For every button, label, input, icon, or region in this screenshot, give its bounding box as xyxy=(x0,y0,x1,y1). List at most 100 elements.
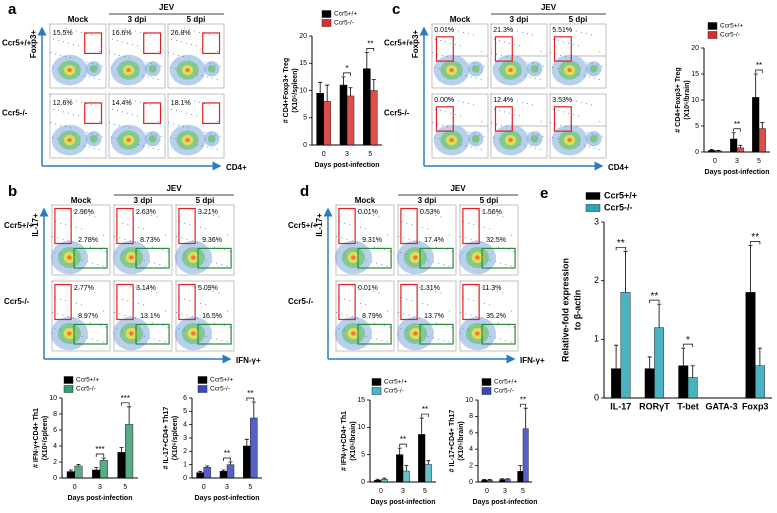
y-axis-label: # CD4+Foxp3+ Treg xyxy=(283,58,290,123)
flow-dot xyxy=(73,286,75,288)
flow-dot xyxy=(178,252,180,254)
flow-dot xyxy=(178,124,180,126)
row-label: Ccr5+/+ xyxy=(2,38,32,47)
flow-dot xyxy=(60,124,62,126)
x-tick-label: 0 xyxy=(322,151,326,158)
flow-density xyxy=(167,93,221,156)
flow-dot xyxy=(108,23,110,25)
flow-dot xyxy=(398,236,400,237)
flow-x-axis-label: CD4+ xyxy=(608,163,629,172)
flow-cloud xyxy=(471,134,480,143)
flow-cloud xyxy=(508,68,513,72)
flow-dot xyxy=(460,74,462,76)
flow-dot xyxy=(508,42,510,44)
flow-dot xyxy=(365,228,367,230)
flow-dot xyxy=(480,149,482,151)
flow-dot xyxy=(408,314,410,316)
x-tick-label: 3 xyxy=(225,484,229,491)
flow-dot xyxy=(127,300,129,302)
flow-cloud xyxy=(589,134,598,143)
flow-dot xyxy=(50,52,52,54)
flow-dot xyxy=(349,300,351,302)
flow-dot xyxy=(472,104,474,106)
flow-dot xyxy=(81,259,83,261)
gate xyxy=(135,323,170,345)
gate xyxy=(197,247,232,269)
bar xyxy=(250,417,258,479)
flow-dot xyxy=(109,52,111,54)
flow-dot xyxy=(494,261,496,263)
flow-dot xyxy=(216,149,218,151)
bar xyxy=(380,479,388,483)
flow-dot xyxy=(175,40,177,42)
flow-dot xyxy=(99,121,101,123)
gate-percent: 5.09% xyxy=(198,285,218,292)
flow-dot xyxy=(481,286,483,288)
bar xyxy=(499,479,506,483)
x-tick-label: 5 xyxy=(368,151,372,158)
flow-dot xyxy=(103,310,105,312)
flow-dot xyxy=(78,288,80,290)
panel-label: d xyxy=(300,183,309,200)
flow-dot xyxy=(139,31,141,33)
legend-swatch xyxy=(63,376,74,384)
flow-dot xyxy=(121,329,123,331)
flow-dot xyxy=(575,30,577,32)
flow-dot xyxy=(514,43,516,45)
y-tick-label: 1 xyxy=(594,334,599,344)
flow-dot xyxy=(137,45,139,47)
flow-dot xyxy=(178,54,180,56)
flow-dot xyxy=(89,322,91,324)
flow-dot xyxy=(49,23,51,25)
flow-dot xyxy=(178,328,180,330)
flow-dot xyxy=(75,302,77,304)
flow-dot xyxy=(142,75,144,77)
flow-cloud xyxy=(89,64,98,73)
flow-dot xyxy=(159,340,161,341)
flow-dot xyxy=(89,246,91,248)
flow-cloud xyxy=(351,331,356,336)
y-tick-label: 10 xyxy=(465,397,473,404)
bar xyxy=(418,434,426,483)
flow-dot xyxy=(175,204,177,206)
bar xyxy=(92,469,101,479)
flow-dot xyxy=(429,289,431,291)
legend-label: Ccr5+/+ xyxy=(384,379,407,386)
flow-dot xyxy=(50,122,52,124)
flow-dot xyxy=(405,253,407,255)
flow-dot xyxy=(99,51,101,53)
flow-dot xyxy=(145,61,147,63)
significance-label: ** xyxy=(400,435,406,444)
flow-dot xyxy=(590,34,592,36)
panel-label: e xyxy=(540,185,548,202)
bar xyxy=(66,471,75,479)
y-tick-label: 4 xyxy=(183,422,187,429)
flow-dot xyxy=(400,328,402,330)
gate xyxy=(116,207,134,245)
row-label: Ccr5-/- xyxy=(2,108,28,117)
flow-dot xyxy=(102,265,104,267)
flow-dot xyxy=(552,137,554,139)
bar xyxy=(654,327,665,399)
flow-dot xyxy=(191,43,193,45)
y-axis-label: # IL-17+CD4+ Th17 xyxy=(449,410,456,473)
flow-dot xyxy=(114,236,116,237)
flow-dot xyxy=(68,285,70,287)
flow-dot xyxy=(188,57,190,59)
bar xyxy=(611,368,622,399)
flow-dot xyxy=(78,144,80,146)
flow-dot xyxy=(524,145,526,147)
flow-dot xyxy=(521,31,523,33)
flow-dot xyxy=(75,226,77,228)
flow-dot xyxy=(467,103,469,105)
flow-dot xyxy=(137,115,139,117)
flow-dot xyxy=(149,34,151,36)
flow-dot xyxy=(67,240,69,242)
error-bar xyxy=(101,457,106,461)
flow-dot xyxy=(481,210,483,212)
flow-dot xyxy=(508,325,510,327)
legend-swatch xyxy=(585,192,601,200)
significance-label: ** xyxy=(224,449,230,458)
flow-density xyxy=(108,23,162,86)
flow-dot xyxy=(586,61,588,63)
